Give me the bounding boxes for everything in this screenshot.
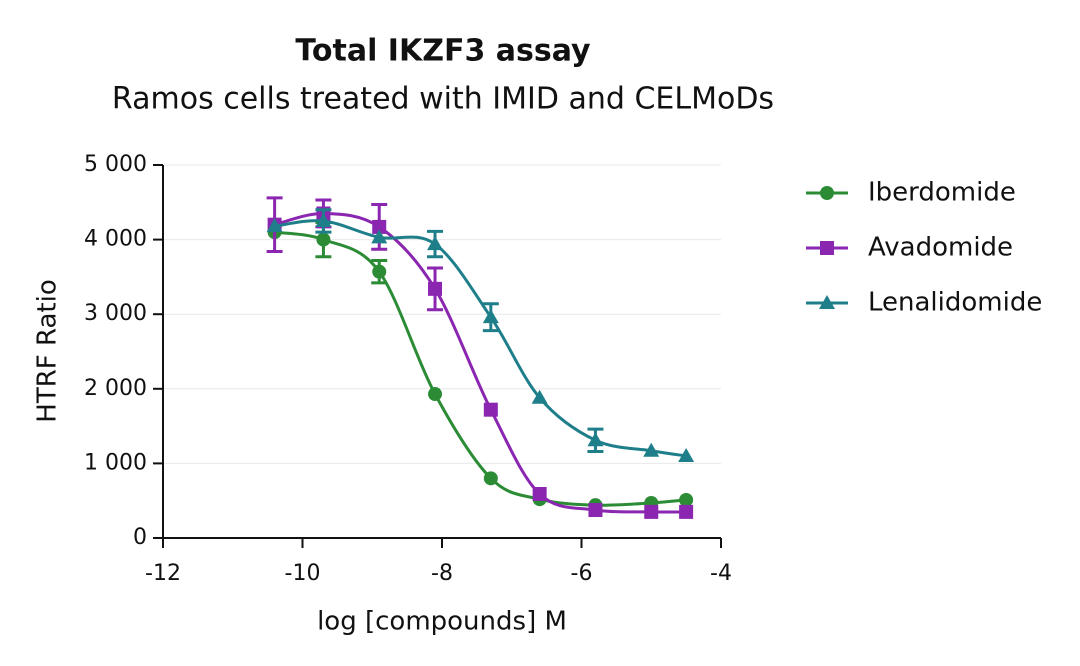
data-point [531, 389, 548, 404]
chart-title: Total IKZF3 assay [295, 34, 591, 69]
legend-label: Avadomide [868, 233, 1013, 263]
x-tick-label: -8 [431, 561, 453, 586]
legend-label: Lenalidomide [868, 288, 1042, 318]
y-tick-label: 4 000 [84, 227, 147, 252]
data-point [644, 504, 659, 519]
data-point [427, 236, 444, 251]
data-point [587, 432, 604, 447]
data-point [679, 492, 694, 507]
x-axis-label: log [compounds] M [317, 607, 567, 637]
legend-marker [820, 186, 834, 200]
fit-curve [274, 230, 687, 507]
legend-marker [819, 295, 835, 309]
x-tick-label: -12 [145, 561, 181, 586]
data-point [316, 232, 331, 247]
data-point [532, 486, 547, 501]
data-point [266, 218, 283, 233]
data-point [483, 471, 498, 486]
data-point [428, 281, 443, 296]
data-point [428, 387, 443, 402]
y-tick-label: 1 000 [84, 450, 147, 475]
data-point [372, 264, 387, 279]
chart-subtitle: Ramos cells treated with IMID and CELMoD… [112, 82, 774, 117]
data-point [482, 309, 499, 324]
x-tick-label: -10 [285, 561, 321, 586]
x-tick-label: -4 [710, 561, 732, 586]
data-point [643, 442, 660, 457]
data-point [588, 503, 603, 518]
y-tick-label: 2 000 [84, 376, 147, 401]
legend-label: Iberdomide [868, 178, 1016, 208]
data-point [315, 212, 332, 227]
y-axis-label: HTRF Ratio [33, 279, 63, 422]
fit-curve [274, 211, 687, 514]
legend-marker [820, 241, 834, 255]
data-point [483, 402, 498, 417]
fit-curve [274, 219, 687, 458]
y-tick-label: 5 000 [84, 152, 147, 177]
y-tick-label: 3 000 [84, 301, 147, 326]
data-point [678, 447, 695, 462]
data-point [371, 229, 388, 244]
data-point [372, 219, 387, 234]
x-tick-label: -6 [571, 561, 593, 586]
y-tick-label: 0 [133, 525, 147, 550]
data-point [679, 504, 694, 519]
